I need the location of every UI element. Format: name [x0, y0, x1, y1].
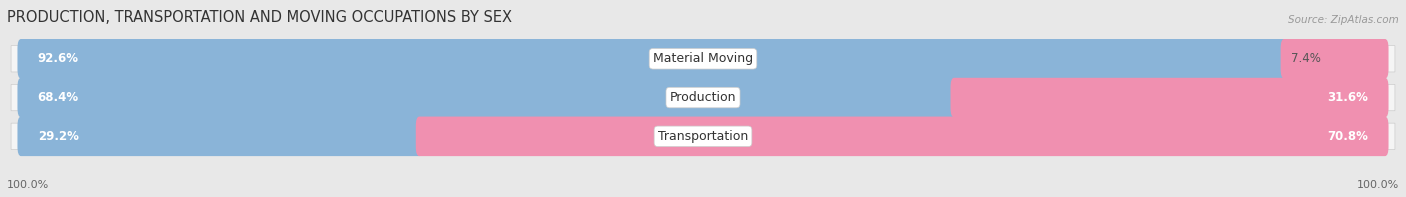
FancyBboxPatch shape: [950, 78, 1389, 117]
Text: 70.8%: 70.8%: [1327, 130, 1368, 143]
Text: Transportation: Transportation: [658, 130, 748, 143]
Text: 7.4%: 7.4%: [1291, 52, 1322, 65]
FancyBboxPatch shape: [11, 46, 1395, 72]
FancyBboxPatch shape: [17, 117, 423, 156]
Text: 29.2%: 29.2%: [38, 130, 79, 143]
Text: Source: ZipAtlas.com: Source: ZipAtlas.com: [1288, 15, 1399, 25]
FancyBboxPatch shape: [17, 39, 1288, 79]
FancyBboxPatch shape: [17, 78, 957, 117]
FancyBboxPatch shape: [11, 123, 1395, 150]
Text: PRODUCTION, TRANSPORTATION AND MOVING OCCUPATIONS BY SEX: PRODUCTION, TRANSPORTATION AND MOVING OC…: [7, 10, 512, 25]
FancyBboxPatch shape: [416, 117, 1389, 156]
Text: 100.0%: 100.0%: [1357, 180, 1399, 190]
Text: Production: Production: [669, 91, 737, 104]
Text: Material Moving: Material Moving: [652, 52, 754, 65]
Text: 31.6%: 31.6%: [1327, 91, 1368, 104]
Text: 100.0%: 100.0%: [7, 180, 49, 190]
Text: 68.4%: 68.4%: [38, 91, 79, 104]
FancyBboxPatch shape: [1281, 39, 1389, 79]
Text: 92.6%: 92.6%: [38, 52, 79, 65]
FancyBboxPatch shape: [11, 84, 1395, 111]
